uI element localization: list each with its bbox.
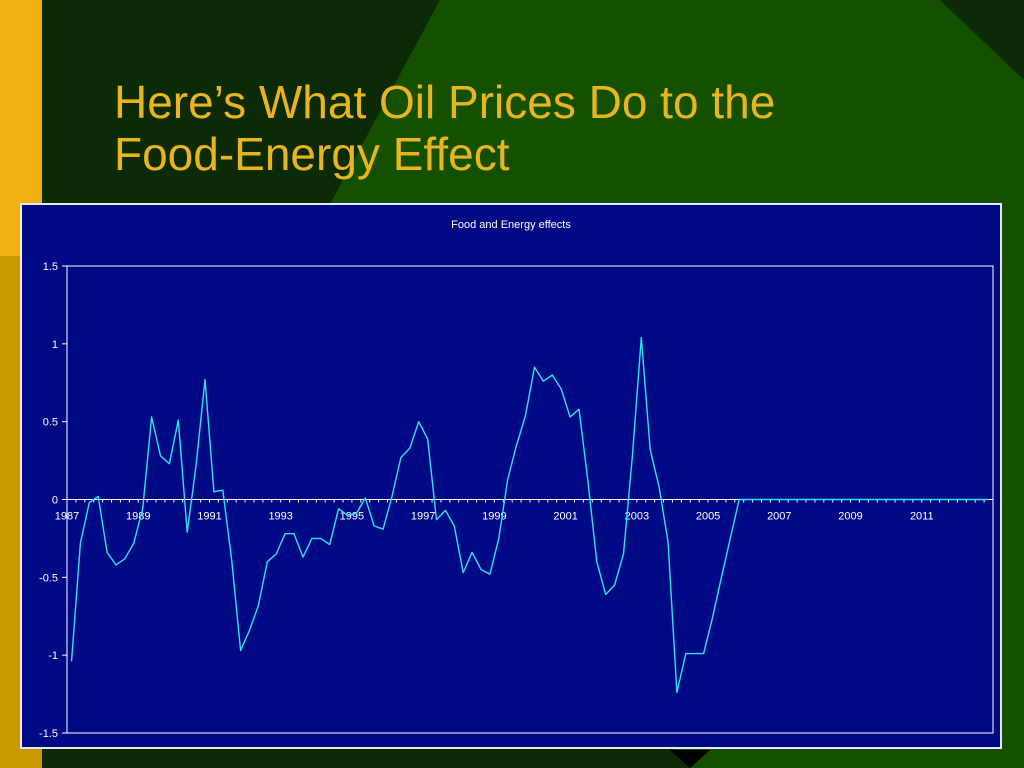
x-tick-label: 2009 (838, 511, 862, 523)
bottom-black-marker (670, 750, 710, 768)
slide-title: Here’s What Oil Prices Do to the Food-En… (114, 76, 775, 180)
x-tick-label: 2011 (910, 511, 934, 523)
x-tick-label: 1991 (197, 511, 221, 523)
chart-title: Food and Energy effects (451, 219, 571, 231)
y-tick-label: -1 (48, 650, 58, 662)
x-tick-label: 1999 (482, 511, 506, 523)
chart-frame: Food and Energy effects 1.5 1 0.5 0 -0.5 -1 -1… (20, 203, 1002, 749)
x-tick-label: 2007 (767, 511, 791, 523)
y-tick-label: 0.5 (43, 417, 58, 429)
x-tick-label: 1997 (411, 511, 435, 523)
food-energy-series-line (70, 336, 989, 694)
x-tick-label: 1987 (55, 511, 79, 523)
x-tick-label: 2003 (625, 511, 649, 523)
slide-title-line-2: Food-Energy Effect (114, 128, 510, 180)
x-tick-label: 2001 (553, 511, 577, 523)
y-tick-label: -1.5 (39, 728, 58, 740)
y-tick-label: 1 (52, 339, 58, 351)
y-tick-label: -0.5 (39, 572, 58, 584)
y-tick-label: 0 (52, 495, 58, 507)
y-tick-label: 1.5 (43, 261, 58, 273)
x-tick-label: 2005 (696, 511, 720, 523)
x-tick-label: 1993 (268, 511, 292, 523)
x-tick-label: 1989 (126, 511, 150, 523)
slide-title-line-1: Here’s What Oil Prices Do to the (114, 76, 776, 128)
